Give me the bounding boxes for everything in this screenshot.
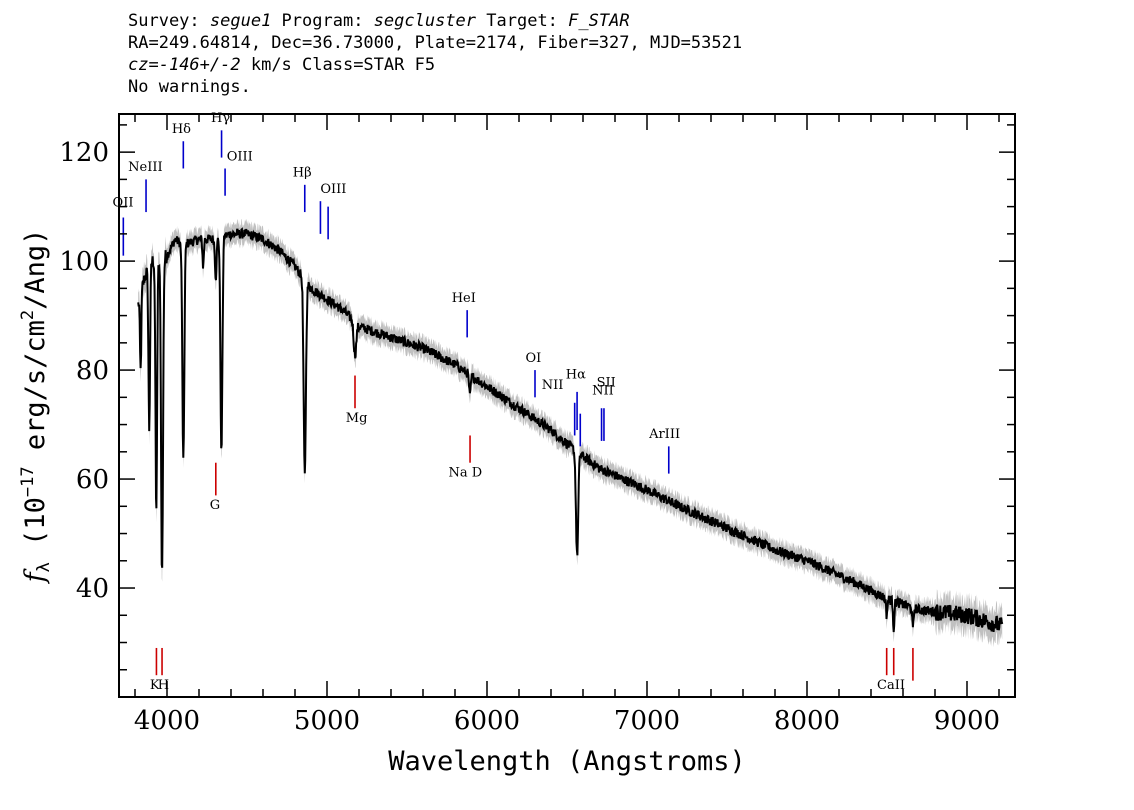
x-tick-label: 5000 xyxy=(294,706,360,736)
program-value: segcluster xyxy=(373,11,477,31)
line-label-Hδ: Hδ xyxy=(172,122,191,137)
x-tick-label: 7000 xyxy=(614,706,680,736)
x-tick-label: 6000 xyxy=(454,706,520,736)
line-label-NeIII: NeIII xyxy=(128,160,162,175)
cz-value: -146+/-2 xyxy=(158,55,241,75)
y-axis-title-exp1: −17 xyxy=(18,466,38,497)
line-label-HeI: HeI xyxy=(452,291,476,306)
line-label-OIII: OIII xyxy=(227,149,253,164)
error-band-layer xyxy=(138,218,1003,648)
spectrum-header: Survey: segue1 Program: segcluster Targe… xyxy=(128,10,742,98)
target-label: Target: xyxy=(476,11,569,31)
line-label-NII: NII xyxy=(592,384,614,399)
axes-frame: 4000 5000 6000 7000 8000 9000 40 60 80 100 120 xyxy=(59,113,1016,736)
line-marker-layer: OIINeIIIHδHγOIIIHβOIIIHeIOINIIHαNIISIIAr… xyxy=(113,111,914,693)
x-axis-title: Wavelength (Angstroms) xyxy=(388,746,746,777)
flux-error-band xyxy=(138,218,1003,648)
class-text: km/s Class=STAR F5 xyxy=(240,55,436,75)
y-axis-title-pre: (10 xyxy=(20,497,51,562)
survey-value: segue1 xyxy=(209,11,272,31)
header-line-redshift: cz=-146+/-2 km/s Class=STAR F5 xyxy=(128,54,742,76)
target-value: F_STAR xyxy=(568,11,630,31)
y-tick-label: 60 xyxy=(76,465,109,495)
y-axis-title-post: /Ang) xyxy=(20,229,51,310)
survey-label: Survey: xyxy=(128,11,210,31)
line-label-Hβ: Hβ xyxy=(293,166,312,181)
line-label-K: K xyxy=(150,678,160,693)
y-axis-title-sub: λ xyxy=(34,562,54,572)
y-axis-title: fλ (10−17 erg/s/cm2/Ang) xyxy=(18,229,54,585)
line-label-OI: OI xyxy=(526,351,542,366)
line-label-G: G xyxy=(210,498,220,513)
x-tick-label: 8000 xyxy=(774,706,840,736)
plot-frame xyxy=(118,113,1016,698)
line-label-OIII: OIII xyxy=(320,182,346,197)
line-label-Mg: Mg xyxy=(346,411,368,426)
flux-layer xyxy=(137,227,1004,633)
line-label-OII: OII xyxy=(113,196,134,211)
x-tick-label: 9000 xyxy=(934,706,1000,736)
program-label: Program: xyxy=(271,11,374,31)
line-label-ArIII: ArIII xyxy=(648,427,680,442)
header-line-warnings: No warnings. xyxy=(128,77,251,97)
line-label-CaII: CaII xyxy=(877,678,905,693)
header-line-survey: Survey: segue1 Program: segcluster Targe… xyxy=(128,10,742,32)
line-label-Na-D: Na D xyxy=(449,465,483,480)
cz-label: cz= xyxy=(128,55,159,75)
line-label-H: H xyxy=(158,678,169,693)
line-label-NII: NII xyxy=(542,378,564,393)
line-label-Hα: Hα xyxy=(566,367,586,382)
header-line-coords: RA=249.64814, Dec=36.73000, Plate=2174, … xyxy=(128,33,743,53)
y-tick-label: 40 xyxy=(76,574,109,604)
y-tick-label: 100 xyxy=(59,247,109,277)
line-label-SII: SII xyxy=(597,375,616,390)
y-tick-label: 80 xyxy=(76,356,109,386)
y-tick-label: 120 xyxy=(59,138,109,168)
flux-line xyxy=(137,227,1004,633)
y-axis-title-mid: erg/s/cm xyxy=(20,320,51,466)
x-tick-label: 4000 xyxy=(134,706,200,736)
y-axis-title-exp2: 2 xyxy=(18,310,38,320)
